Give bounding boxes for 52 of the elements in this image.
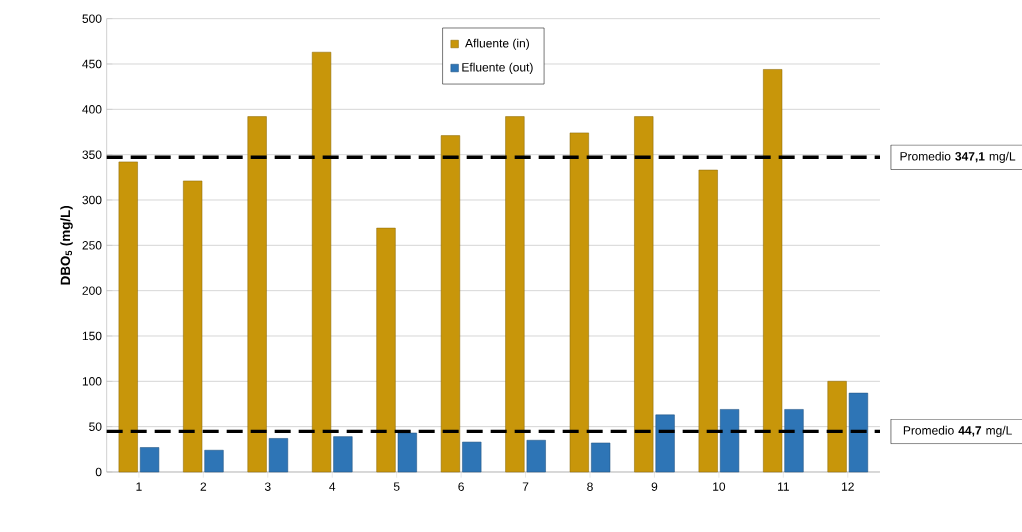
y-tick-label: 250: [82, 241, 102, 250]
y-tick-label: 350: [82, 150, 102, 159]
y-tick-label: 50: [89, 422, 102, 431]
x-tick-label: 7: [522, 482, 529, 491]
x-tick-label: 5: [393, 482, 400, 491]
bar: [526, 439, 546, 473]
x-tick-label: 4: [329, 482, 336, 491]
ref-line-label: Promedio 347,1 mg/L: [900, 151, 1016, 163]
ref-line-label: Promedio 44,7 mg/L: [903, 425, 1012, 438]
bar: [268, 438, 289, 473]
bar: [655, 414, 675, 473]
bar: [440, 135, 461, 473]
y-tick-label: 150: [82, 331, 102, 341]
bar: [139, 447, 160, 473]
bar: [462, 441, 482, 473]
bar: [333, 436, 353, 473]
legend-label: Afluente (in): [465, 38, 529, 50]
bar: [591, 442, 611, 473]
bar: [569, 132, 589, 473]
y-tick-label: 500: [82, 14, 102, 23]
bar: [118, 161, 138, 473]
y-tick-label: 0: [95, 467, 102, 477]
bar: [397, 432, 417, 473]
legend-label: Efluente (out): [462, 62, 533, 74]
y-tick-label: 300: [82, 195, 102, 205]
bar: [247, 116, 267, 473]
bar: [634, 116, 654, 473]
x-tick-label: 10: [713, 482, 726, 491]
x-tick-label: 3: [264, 482, 271, 491]
bar: [719, 409, 740, 473]
x-tick-label: 12: [842, 482, 854, 491]
bar: [311, 51, 332, 473]
bar: [698, 169, 718, 473]
bar: [784, 409, 804, 473]
bar: [204, 449, 224, 473]
bar: [848, 392, 869, 473]
bar: [827, 381, 847, 473]
x-tick-label: 1: [136, 482, 142, 491]
y-tick-label: 200: [82, 286, 102, 295]
x-tick-label: 8: [587, 482, 593, 491]
x-tick-label: 2: [200, 482, 207, 491]
bar: [505, 116, 525, 473]
bar: [763, 69, 783, 473]
y-tick-label: 100: [82, 377, 102, 386]
x-tick-label: 6: [458, 482, 464, 491]
y-tick-label: 400: [82, 105, 102, 114]
bar: [376, 227, 396, 473]
y-axis-title: DBO$_{5}$ (mg/L): [60, 206, 73, 285]
x-tick-label: 9: [651, 482, 658, 491]
bar: [183, 180, 203, 473]
x-tick-label: 11: [778, 482, 789, 491]
y-tick-label: 450: [82, 59, 102, 69]
